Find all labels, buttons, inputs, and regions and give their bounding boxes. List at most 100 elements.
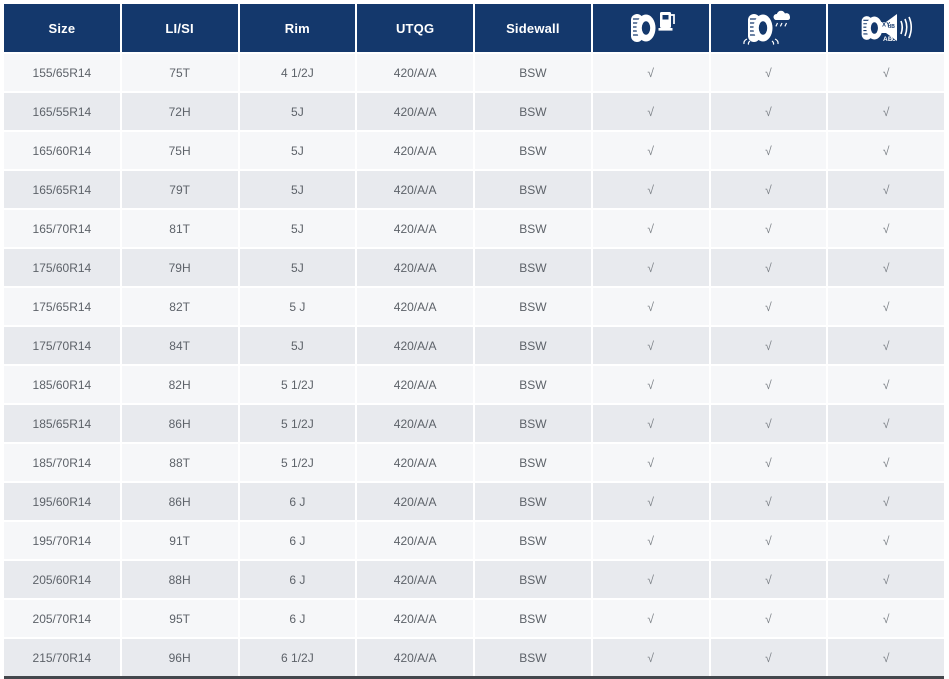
header-cell-wet: [710, 4, 827, 52]
cell-sidewall: BSW: [475, 327, 591, 364]
cell-size: 165/55R14: [4, 93, 120, 130]
cell-size: 165/60R14: [4, 132, 120, 169]
check-cell-noise: √: [828, 171, 944, 208]
cell-rim: 5 1/2J: [239, 405, 356, 442]
check-cell-noise: √: [828, 366, 944, 403]
check-cell-noise: √: [828, 54, 944, 91]
check-cell-wet: √: [710, 54, 827, 91]
cell-utqg: 420/A/A: [357, 561, 473, 598]
table-row: 205/70R14 95T 6 J 420/A/A BSW √ √ √: [4, 600, 944, 637]
check-cell-fuel: √: [592, 522, 709, 559]
check-cell-noise: √: [828, 132, 944, 169]
table-row: 185/70R14 88T 5 1/2J 420/A/A BSW √ √ √: [4, 444, 944, 481]
cell-size: 185/70R14: [4, 444, 120, 481]
cell-lisi: 79H: [121, 249, 238, 286]
header-cell-size: Size: [4, 4, 120, 52]
table-row: 195/60R14 86H 6 J 420/A/A BSW √ √ √: [4, 483, 944, 520]
cell-sidewall: BSW: [475, 288, 591, 325]
cell-rim: 6 J: [239, 522, 356, 559]
cell-rim: 6 J: [239, 561, 356, 598]
header-label-lisi: LI/SI: [165, 20, 194, 36]
svg-text:AB: AB: [883, 36, 893, 43]
check-cell-noise: √: [828, 288, 944, 325]
check-cell-fuel: √: [592, 210, 709, 247]
table-row: 195/70R14 91T 6 J 420/A/A BSW √ √ √: [4, 522, 944, 559]
table-row: 165/60R14 75H 5J 420/A/A BSW √ √ √: [4, 132, 944, 169]
svg-text:C: C: [892, 37, 896, 43]
table-row: 155/65R14 75T 4 1/2J 420/A/A BSW √ √ √: [4, 54, 944, 91]
cell-utqg: 420/A/A: [357, 132, 473, 169]
cell-rim: 5 1/2J: [239, 366, 356, 403]
cell-lisi: 88T: [121, 444, 238, 481]
table-row: 175/70R14 84T 5J 420/A/A BSW √ √ √: [4, 327, 944, 364]
cell-lisi: 79T: [121, 171, 238, 208]
cell-sidewall: BSW: [475, 600, 591, 637]
cell-sidewall: BSW: [475, 132, 591, 169]
header-cell-noise: XY dB AB C: [828, 4, 944, 52]
check-cell-noise: √: [828, 210, 944, 247]
cell-rim: 5J: [239, 132, 356, 169]
cell-lisi: 75T: [121, 54, 238, 91]
table-row: 185/60R14 82H 5 1/2J 420/A/A BSW √ √ √: [4, 366, 944, 403]
cell-utqg: 420/A/A: [357, 483, 473, 520]
header-cell-sidewall: Sidewall: [475, 4, 591, 52]
cell-utqg: 420/A/A: [357, 444, 473, 481]
cell-rim: 5 1/2J: [239, 444, 356, 481]
table-row: 215/70R14 96H 6 1/2J 420/A/A BSW √ √ √: [4, 639, 944, 676]
cell-lisi: 72H: [121, 93, 238, 130]
noise-level-icon: XY dB AB C: [854, 8, 918, 48]
svg-text:dB: dB: [888, 24, 895, 30]
cell-lisi: 88H: [121, 561, 238, 598]
check-cell-fuel: √: [592, 444, 709, 481]
cell-size: 165/70R14: [4, 210, 120, 247]
check-cell-fuel: √: [592, 93, 709, 130]
check-cell-noise: √: [828, 522, 944, 559]
check-cell-fuel: √: [592, 288, 709, 325]
cell-sidewall: BSW: [475, 249, 591, 286]
cell-rim: 5J: [239, 249, 356, 286]
cell-size: 185/60R14: [4, 366, 120, 403]
table-row: 205/60R14 88H 6 J 420/A/A BSW √ √ √: [4, 561, 944, 598]
cell-utqg: 420/A/A: [357, 366, 473, 403]
check-cell-fuel: √: [592, 405, 709, 442]
header-label-rim: Rim: [284, 20, 310, 36]
header-cell-fuel: [592, 4, 709, 52]
cell-sidewall: BSW: [475, 483, 591, 520]
cell-lisi: 82H: [121, 366, 238, 403]
check-cell-wet: √: [710, 171, 827, 208]
cell-sidewall: BSW: [475, 54, 591, 91]
table-body: 155/65R14 75T 4 1/2J 420/A/A BSW √ √ √ 165/55R14…: [4, 52, 944, 676]
check-cell-noise: √: [828, 327, 944, 364]
check-cell-noise: √: [828, 444, 944, 481]
cell-utqg: 420/A/A: [357, 288, 473, 325]
table-header-row: Size LI/SI Rim UTQG Sidewall XY dB AB C: [4, 4, 944, 52]
cell-lisi: 82T: [121, 288, 238, 325]
check-cell-wet: √: [710, 561, 827, 598]
cell-rim: 4 1/2J: [239, 54, 356, 91]
check-cell-wet: √: [710, 249, 827, 286]
table-row: 165/65R14 79T 5J 420/A/A BSW √ √ √: [4, 171, 944, 208]
table-row: 165/70R14 81T 5J 420/A/A BSW √ √ √: [4, 210, 944, 247]
cell-lisi: 86H: [121, 483, 238, 520]
check-cell-noise: √: [828, 483, 944, 520]
cell-size: 215/70R14: [4, 639, 120, 676]
cell-rim: 5J: [239, 171, 356, 208]
check-cell-fuel: √: [592, 171, 709, 208]
cell-size: 195/60R14: [4, 483, 120, 520]
cell-utqg: 420/A/A: [357, 327, 473, 364]
check-cell-wet: √: [710, 405, 827, 442]
cell-sidewall: BSW: [475, 639, 591, 676]
check-cell-fuel: √: [592, 483, 709, 520]
cell-lisi: 96H: [121, 639, 238, 676]
header-cell-rim: Rim: [239, 4, 356, 52]
cell-utqg: 420/A/A: [357, 522, 473, 559]
table-row: 165/55R14 72H 5J 420/A/A BSW √ √ √: [4, 93, 944, 130]
check-cell-fuel: √: [592, 327, 709, 364]
cell-sidewall: BSW: [475, 405, 591, 442]
check-cell-wet: √: [710, 327, 827, 364]
cell-lisi: 91T: [121, 522, 238, 559]
svg-text:XY: XY: [882, 23, 890, 29]
cell-rim: 5J: [239, 210, 356, 247]
cell-utqg: 420/A/A: [357, 93, 473, 130]
check-cell-wet: √: [710, 288, 827, 325]
